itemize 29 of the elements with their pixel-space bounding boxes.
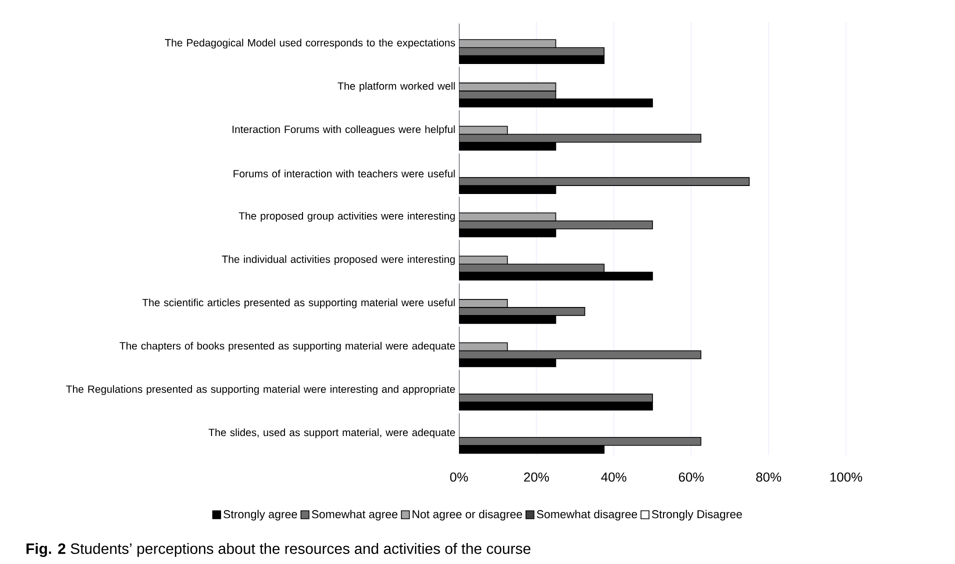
x-tick-label: 40% (601, 472, 626, 482)
bar (459, 134, 702, 143)
y-tick-label: The scientific articles presented as supporting material were useful (142, 298, 455, 308)
x-tick-label: 20% (524, 472, 549, 482)
x-tick-label: 0% (450, 472, 468, 482)
legend-label: Strongly Disagree (652, 510, 742, 521)
bar (459, 212, 556, 222)
y-tick-label: The chapters of books presented as supporting material were adequate (120, 342, 455, 352)
y-tick-label: The Regulations presented as supporting material were interesting and appropriate (66, 385, 455, 395)
legend-label: Strongly agree (224, 510, 298, 521)
x-tick-label: 60% (678, 472, 704, 482)
legend-label: Somewhat agree (312, 510, 398, 521)
y-tick-label: Forums of interaction with teachers were useful (234, 170, 455, 178)
y-tick-label: The individual activities proposed were interesting (222, 255, 455, 266)
legend-label: Somewhat disagree (536, 510, 638, 521)
bar (459, 350, 702, 360)
y-tick-label: The Pedagogical Model used corresponds to the expectations (164, 38, 456, 49)
bar (459, 342, 508, 352)
y-tick-label: Interaction Forums with colleagues were helpful (232, 125, 455, 136)
y-tick-label: The platform worked well (338, 82, 455, 92)
x-tick-label: 100% (830, 472, 862, 482)
x-tick-label: 80% (756, 472, 782, 482)
y-tick-label: The proposed group activities were interesting (238, 212, 455, 222)
bar (459, 436, 702, 446)
y-tick-label: The slides, used as support material, were adequate (208, 428, 455, 438)
bar (459, 126, 508, 135)
bar (459, 220, 653, 230)
text: Fig. 2 Students’ perceptions about the resources and activities of the course (26, 542, 530, 557)
legend-label: Not agree or disagree (412, 510, 522, 521)
